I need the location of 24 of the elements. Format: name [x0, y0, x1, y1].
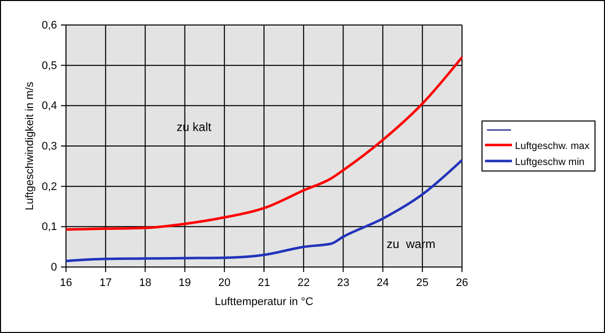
y-tick-label: 0,6	[42, 20, 57, 32]
line-series	[64, 158, 464, 262]
y-tick-label: 0,3	[42, 140, 57, 153]
x-tick-label: 19	[178, 276, 191, 289]
line-series	[64, 56, 464, 231]
y-tick-label: 0,5	[42, 60, 57, 72]
y-axis-title: Luftgeschwindigkeit in m/s	[24, 81, 36, 210]
x-axis-title: Lufttemperatur in °C	[214, 296, 314, 308]
x-tick-label: 26	[456, 276, 468, 289]
y-tick-label: 0,1	[42, 221, 57, 234]
legend-label: Luftgeschw min	[515, 157, 584, 168]
legend-label: Luftgeschw. max	[515, 141, 590, 152]
y-tick-label: 0	[50, 262, 57, 274]
x-tick-label: 20	[218, 276, 231, 289]
x-tick-label: 23	[337, 276, 350, 289]
x-tick-label: 16	[60, 276, 72, 289]
y-tick-label: 0,2	[42, 180, 57, 193]
x-tick-label: 17	[99, 276, 112, 289]
x-tick-label: 18	[139, 276, 152, 289]
x-tick-label: 25	[416, 276, 429, 289]
x-tick-label: 22	[297, 276, 310, 289]
x-tick-label: 21	[258, 276, 270, 289]
x-tick-label: 24	[376, 276, 389, 289]
y-tick-label: 0,4	[42, 100, 57, 112]
